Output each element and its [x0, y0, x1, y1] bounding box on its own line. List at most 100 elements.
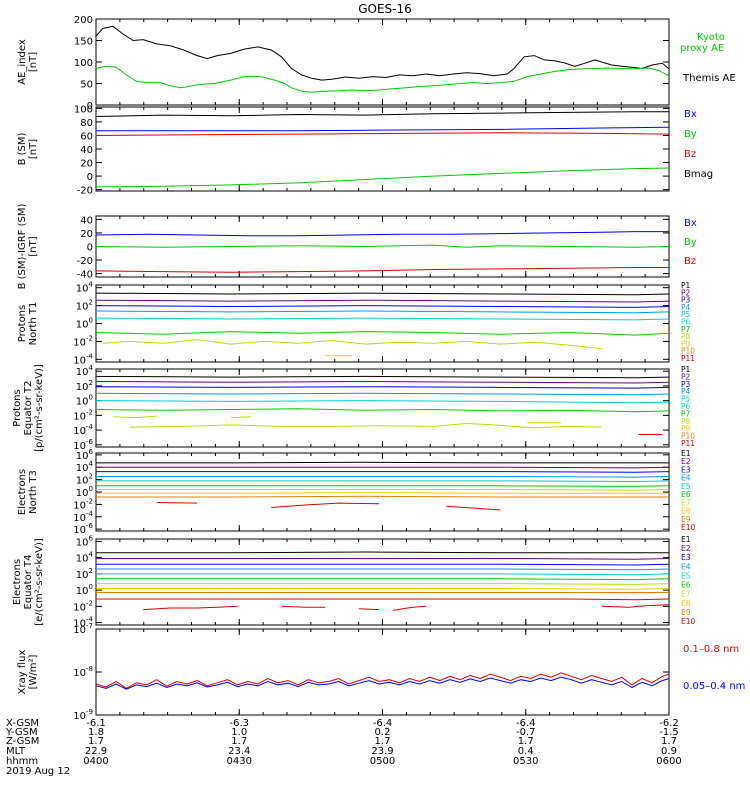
y-tick-label: -20	[77, 186, 93, 197]
y-tick-label: 20	[80, 159, 93, 170]
legend-item: E7	[681, 498, 691, 507]
legend-item: E6	[681, 581, 691, 590]
legend-item: P2	[681, 372, 691, 381]
y-tick-label: 104	[76, 551, 94, 565]
y-axis-label: ElectronsEquator T4[e/(cm²-s-sr-keV)]	[12, 538, 45, 626]
footer-value: -0.7	[516, 727, 536, 738]
figure-title: GOES-16	[358, 2, 412, 16]
legend-item: P8	[681, 417, 691, 426]
y-tick-label: 20	[80, 229, 93, 240]
series-P3	[95, 386, 670, 389]
y-tick-label: 106	[76, 448, 94, 462]
legend-item: E4	[681, 562, 691, 571]
footer-value: 23.4	[228, 746, 250, 757]
y-tick-label: 60	[80, 131, 93, 142]
y-tick-label: 10-6	[73, 438, 93, 452]
footer-value: 1.8	[88, 727, 104, 738]
series-E10c	[446, 505, 501, 511]
y-tick-label: -20	[77, 256, 93, 267]
series-E7	[96, 489, 670, 491]
y-tick-label: 10-2	[73, 599, 93, 613]
series-E4	[96, 476, 670, 478]
legend-item: By	[684, 237, 697, 248]
legend-item: Bmag	[684, 169, 713, 180]
series-E2	[96, 466, 670, 469]
footer-value: -1.5	[659, 727, 679, 738]
y-tick-label: 100	[76, 485, 93, 499]
series-P8b	[129, 422, 602, 429]
footer-value: -6.3	[229, 718, 249, 729]
y-tick-label: 10-2	[73, 334, 93, 348]
footer-value: 1.0	[231, 727, 247, 738]
legend-item: P4	[681, 387, 691, 396]
series-E10b	[143, 605, 238, 611]
legend-item: P11	[681, 439, 695, 448]
legend-item: Bz	[684, 256, 696, 267]
y-tick-label: 104	[76, 281, 94, 295]
y-tick-label: 10-4	[73, 616, 93, 630]
legend-item: P9	[681, 424, 691, 433]
footer-value: 0500	[370, 756, 395, 767]
legend-item: P10	[681, 347, 695, 356]
y-tick-label: 10-2	[73, 408, 93, 422]
y-tick-label: 10-9	[73, 708, 93, 722]
footer-value: 0.9	[661, 746, 677, 757]
legend-item: E8	[681, 507, 691, 516]
panel-frame	[95, 18, 670, 106]
legend-item: P1	[681, 365, 691, 374]
y-tick-label: 102	[76, 379, 93, 393]
footer-value: 0.4	[518, 746, 534, 757]
y-axis-label: AE_index[nT]	[17, 39, 39, 85]
series-P1	[95, 292, 670, 296]
y-tick-label: 100	[74, 58, 93, 69]
series-E9	[96, 495, 669, 498]
series-P2	[95, 299, 670, 303]
legend-item: P4	[681, 303, 691, 312]
series-E10	[96, 598, 670, 601]
legend-item: Bz	[684, 149, 696, 160]
series-P5	[95, 317, 670, 321]
legend-item: E7	[681, 590, 691, 599]
series-E8	[96, 588, 670, 590]
footer-value: 22.9	[85, 746, 107, 757]
footer-value: 1.7	[661, 736, 677, 747]
series-E10f	[601, 604, 670, 608]
series-E10c	[281, 605, 326, 608]
series-Bx	[95, 231, 669, 237]
legend-item: E5	[681, 482, 691, 491]
footer-value: 0600	[656, 756, 681, 767]
series-P5	[95, 400, 670, 404]
series-P4	[95, 310, 670, 314]
legend-item: By	[684, 129, 697, 140]
y-tick-label: 104	[76, 460, 94, 474]
y-tick-label: 0	[87, 101, 93, 112]
series-E4	[96, 568, 670, 571]
series-E8	[96, 492, 669, 494]
panel-7: 106 104 102 100 10-2 10-4 ElectronsEquator T4[…	[12, 534, 696, 629]
panel-1: 0 50 100 150 200 AE_index[nT] Kyoto proxy AE The…	[17, 15, 736, 112]
series-Kyoto-proxy-AE	[95, 65, 670, 93]
legend-item: E1	[681, 535, 691, 544]
footer-value: 0.2	[375, 727, 391, 738]
y-tick-label: 40	[80, 215, 93, 226]
footer-row-label: hhmm	[6, 756, 38, 767]
series-E3	[96, 471, 670, 473]
legend-item: P8	[681, 332, 691, 341]
y-axis-label: ProtonsEquator T2[p/(cm²-s-sr-keV)]	[12, 364, 45, 452]
series-E6	[96, 578, 670, 581]
footer-value: 1.7	[88, 736, 104, 747]
series-By	[95, 167, 670, 188]
y-tick-label: 0	[87, 172, 93, 183]
y-tick-label: 80	[80, 118, 93, 129]
series-P7	[95, 408, 670, 413]
series-E10d	[358, 608, 380, 611]
y-tick-label: 10-4	[73, 352, 93, 366]
footer-value: 0400	[83, 756, 108, 767]
legend-item: E2	[681, 544, 691, 553]
footer-value: 0530	[513, 756, 538, 767]
panel-frame	[95, 368, 670, 448]
y-tick-label: 10-4	[73, 423, 93, 437]
panel-4: 104 102 100 10-2 10-4 ProtonsNorth T1 P1P2P3P4…	[17, 281, 695, 367]
legend-item: E8	[681, 599, 691, 608]
